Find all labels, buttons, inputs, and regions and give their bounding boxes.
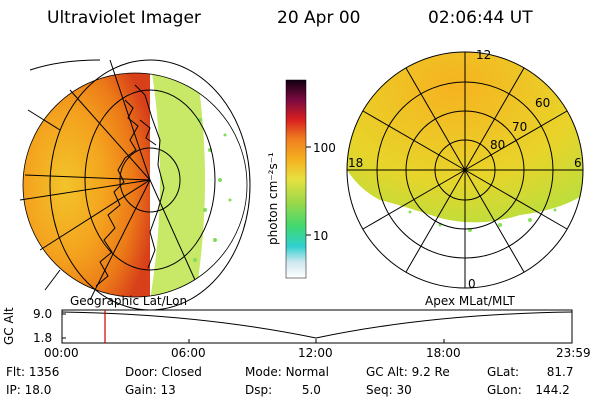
info-ip: IP: 18.0 (6, 383, 51, 397)
app-title: Ultraviolet Imager (47, 8, 201, 28)
info-dsp-label: Dsp: (245, 383, 273, 397)
info-flt-value: 1356 (28, 365, 60, 379)
info-seq: Seq: 30 (366, 383, 412, 397)
info-glon-value: 144.2 (535, 383, 570, 397)
timeline-xtick-1200: 12:00 (298, 346, 333, 360)
mlt-label-6: 6 (574, 156, 582, 170)
polar-image-panel (346, 51, 584, 289)
mlat-label-70: 70 (512, 120, 528, 134)
colorbar-label-100: 100 (313, 141, 336, 155)
info-door-value: Closed (161, 365, 202, 379)
timeline-xtick-1800: 18:00 (426, 346, 461, 360)
time-label: 02:06:44 UT (428, 8, 533, 28)
info-glon-label: GLon: (487, 383, 522, 397)
timeline-xtick-2359: 23:59 (556, 346, 591, 360)
info-glat-value: 81.7 (546, 365, 574, 379)
info-door: Door: Closed (125, 365, 202, 379)
info-gcalt-label: GC Alt: (366, 365, 408, 379)
mlat-label-60: 60 (535, 96, 551, 110)
info-flt-label: Flt: (6, 365, 25, 379)
colorbar (285, 79, 311, 279)
coastline (95, 84, 165, 287)
info-dsp: Dsp: 5.0 (245, 383, 321, 397)
geographic-image-panel (19, 59, 251, 311)
info-gcalt-value: 9.2 Re (411, 365, 450, 379)
info-glat: GLat: 81.7 (487, 365, 573, 379)
info-mode: Mode: Normal (245, 365, 329, 379)
timeline-xtick-0600: 06:00 (171, 346, 206, 360)
info-gain: Gain: 13 (125, 383, 176, 397)
info-mode-value: Normal (285, 365, 329, 379)
info-door-label: Door: (125, 365, 158, 379)
colorbar-label-10: 10 (313, 229, 329, 243)
image-rim (22, 72, 248, 298)
date-label: 20 Apr 00 (277, 8, 361, 28)
polar-grid (346, 51, 584, 289)
timeline-frame (61, 309, 573, 344)
info-glon: GLon: 144.2 (487, 383, 570, 397)
colorbar-unit-label: photon cm⁻²s⁻¹ (266, 152, 280, 245)
info-flt: Flt: 1356 (6, 365, 59, 379)
timeline-xtick-0000: 00:00 (44, 346, 79, 360)
colorbar-gradient (285, 79, 307, 279)
info-mode-label: Mode: (245, 365, 282, 379)
uv-speckles (193, 118, 232, 262)
info-seq-label: Seq: (366, 383, 393, 397)
info-gain-label: Gain: (125, 383, 157, 397)
geographic-grid (19, 59, 251, 311)
left-panel-caption: Geographic Lat/Lon (70, 294, 188, 308)
info-dsp-value: 5.0 (301, 383, 321, 397)
info-gain-value: 13 (160, 383, 176, 397)
mlt-label-12: 12 (476, 48, 492, 62)
right-panel-caption: Apex MLat/MLT (425, 294, 515, 308)
timeline-ytick-low: 1.8 (33, 331, 53, 345)
altitude-timeline (61, 309, 573, 344)
uv-speckles-right (408, 208, 557, 232)
timeline-ticks (61, 313, 573, 343)
info-glat-label: GLat: (487, 365, 520, 379)
info-ip-label: IP: (6, 383, 21, 397)
mlt-label-18: 18 (348, 156, 364, 170)
info-seq-value: 30 (396, 383, 412, 397)
info-ip-value: 18.0 (24, 383, 52, 397)
timeline-ytick-high: 9.0 (33, 307, 53, 321)
timeline-ylabel: GC Alt (2, 307, 16, 345)
uv-emission-fringe (150, 73, 205, 297)
info-gcalt: GC Alt: 9.2 Re (366, 365, 450, 379)
altitude-curve (61, 311, 573, 339)
mlt-label-0: 0 (468, 277, 476, 291)
mlat-label-80: 80 (490, 138, 506, 152)
